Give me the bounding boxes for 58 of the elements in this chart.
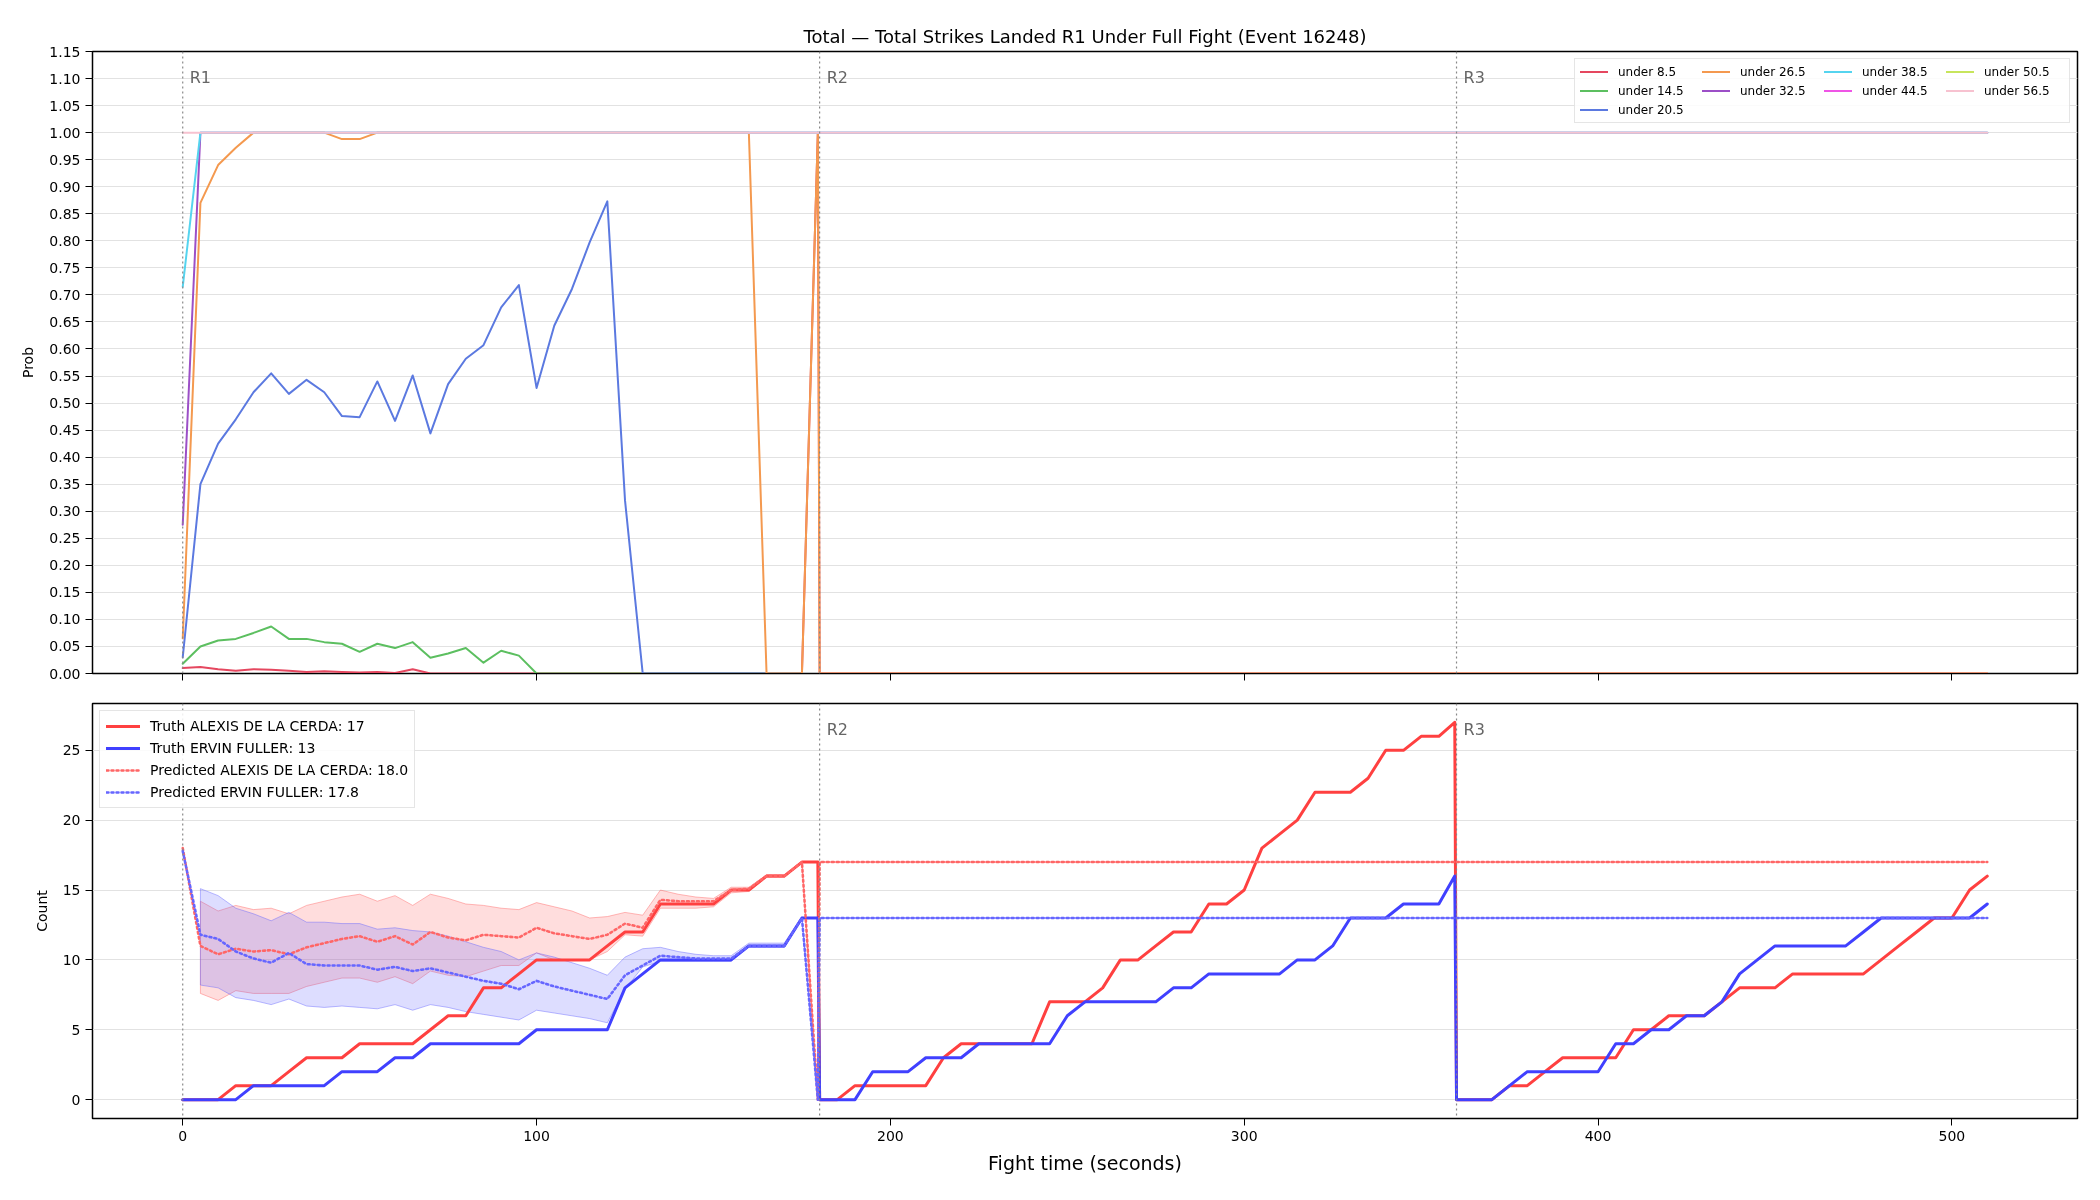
y-tick-label: 0.70 (49, 286, 81, 303)
y-tick-label: 0.65 (49, 313, 81, 330)
legend-label: under 32.5 (1740, 83, 1807, 98)
y-tick-label: 1.15 (49, 43, 81, 60)
legend-label: under 38.5 (1862, 64, 1929, 79)
y-tick-label: 20 (62, 812, 81, 829)
y-tick-label: 0.55 (49, 368, 81, 385)
y-tick-label: 0.45 (49, 422, 81, 439)
legend-label: under 50.5 (1984, 64, 2051, 79)
x-tick-label: 200 (877, 1127, 904, 1144)
legend-label: Predicted ALEXIS DE LA CERDA: 18.0 (150, 761, 409, 779)
legend-label: under 56.5 (1984, 83, 2051, 98)
y-tick-label: 0.95 (49, 151, 81, 168)
y-axis-title: Count (33, 889, 50, 932)
y-tick-label: 0.85 (49, 205, 81, 222)
x-tick-label: 300 (1230, 1127, 1258, 1144)
y-tick-label: 0.25 (49, 530, 81, 547)
y-tick-label: 10 (62, 951, 81, 968)
y-tick-label: 0 (71, 1091, 81, 1108)
y-tick-label: 0.80 (49, 232, 81, 249)
y-axis-title: Prob (20, 346, 37, 379)
legend-label: under 26.5 (1740, 64, 1807, 79)
legend-label: Truth ERVIN FULLER: 13 (150, 739, 316, 757)
y-tick-label: 15 (62, 882, 81, 899)
ref-line-label: R3 (1463, 719, 1485, 739)
ref-line-label: R2 (826, 719, 848, 739)
y-tick-label: 1.00 (49, 124, 81, 141)
y-tick-label: 1.10 (49, 70, 81, 87)
y-tick-label: 0.35 (49, 476, 81, 493)
legend-label: Predicted ERVIN FULLER: 17.8 (150, 783, 359, 801)
x-axis-title: Fight time (seconds) (988, 1151, 1182, 1174)
y-tick-label: 0.75 (49, 259, 81, 276)
y-tick-label: 0.60 (49, 340, 81, 357)
y-tick-label: 0.50 (49, 395, 81, 412)
y-tick-label: 5 (71, 1021, 81, 1038)
x-tick-label: 100 (523, 1127, 550, 1144)
legend-label: under 44.5 (1862, 83, 1929, 98)
y-tick-label: 0.10 (49, 611, 81, 628)
ref-line-label: R3 (1463, 67, 1485, 87)
legend-label: under 14.5 (1618, 83, 1685, 98)
x-tick-label: 400 (1584, 1127, 1612, 1144)
ref-line-label: R2 (826, 67, 848, 87)
y-tick-label: 0.90 (49, 178, 81, 195)
legend-label: Truth ALEXIS DE LA CERDA: 17 (150, 717, 365, 735)
x-tick-label: 0 (178, 1127, 188, 1144)
y-tick-label: 0.00 (49, 665, 81, 682)
legend-label: under 20.5 (1618, 102, 1685, 117)
ref-line-label: R1 (189, 67, 212, 87)
y-tick-label: 0.40 (49, 449, 81, 466)
chart-title: Total — Total Strikes Landed R1 Under Full Fight (Event 16248) (802, 25, 1367, 47)
y-tick-label: 0.15 (49, 584, 81, 601)
y-tick-label: 0.30 (49, 503, 81, 520)
y-tick-label: 0.20 (49, 557, 81, 574)
y-tick-label: 0.05 (49, 638, 81, 655)
legend-label: under 8.5 (1618, 64, 1678, 79)
y-tick-label: 25 (62, 742, 81, 759)
x-tick-label: 500 (1938, 1127, 1966, 1144)
y-tick-label: 1.05 (49, 97, 81, 114)
